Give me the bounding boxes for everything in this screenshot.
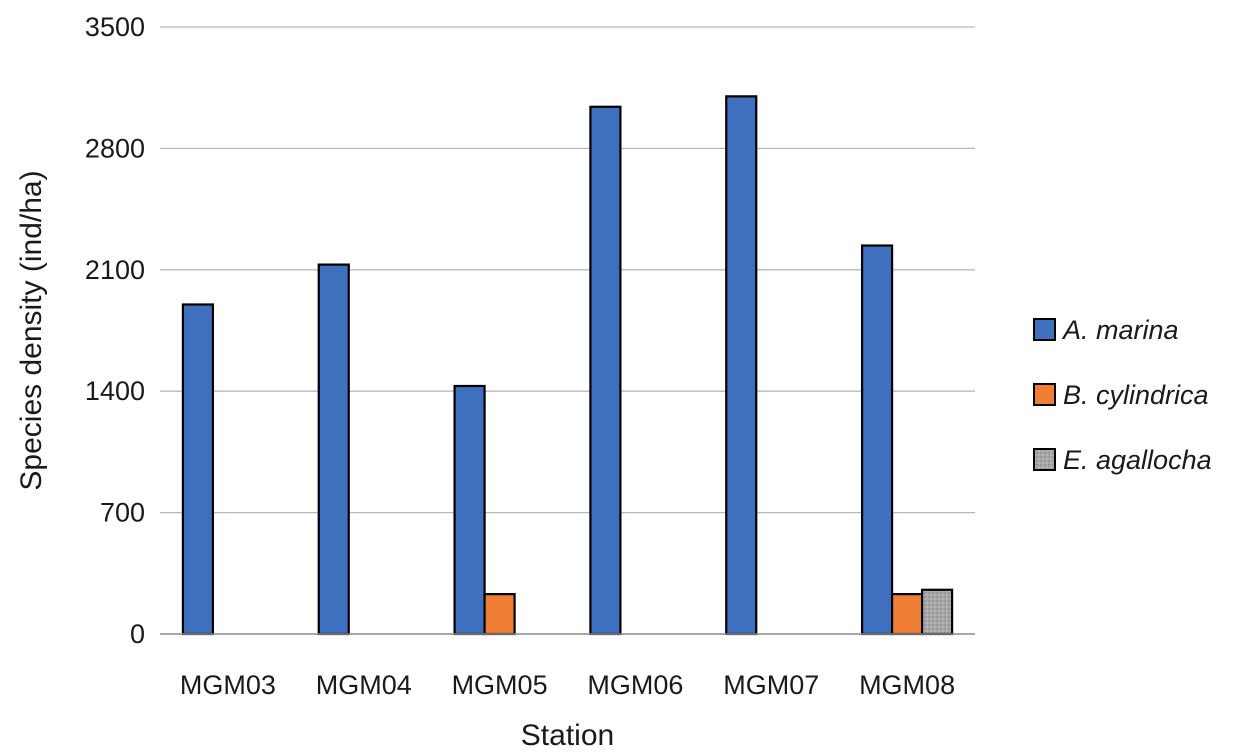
y-axis-ticks: 0 700 1400 2100 2800 3500 [85, 12, 145, 649]
y-tick-label: 700 [100, 498, 145, 528]
x-axis-title: Station [521, 719, 614, 749]
x-tick-label: MGM08 [859, 670, 955, 700]
y-tick-label: 0 [130, 619, 145, 649]
gridlines [160, 26, 975, 514]
x-axis-ticks: MGM03 MGM04 MGM05 MGM06 MGM07 MGM08 [180, 670, 955, 700]
legend-swatch-series-3 [1033, 448, 1056, 471]
legend-label-series-1: A. marina [1061, 315, 1179, 345]
bar-mgm07-series-1 [725, 95, 758, 636]
bar-mgm05-series-2 [483, 593, 516, 636]
bar-mgm03-series-1 [181, 303, 215, 636]
y-tick-label: 3500 [85, 12, 145, 42]
x-tick-label: MGM07 [723, 670, 819, 700]
bar-mgm08-series-1 [860, 244, 894, 636]
legend-swatch-series-2 [1033, 383, 1056, 406]
y-tick-label: 2100 [85, 255, 145, 285]
y-tick-label: 1400 [85, 376, 145, 406]
x-tick-label: MGM05 [452, 670, 548, 700]
bar-mgm05-series-1 [453, 384, 486, 636]
x-tick-label: MGM03 [180, 670, 276, 700]
bars [181, 95, 954, 636]
bar-mgm06-series-1 [589, 105, 622, 636]
x-tick-label: MGM04 [316, 670, 412, 700]
legend-label-series-3: E. agallocha [1063, 445, 1212, 475]
legend-swatch-series-1 [1033, 318, 1056, 341]
bar-mgm08-series-2 [890, 593, 924, 636]
bar-mgm04-series-1 [317, 263, 350, 636]
y-axis-title: Species density (ind/ha) [15, 170, 48, 490]
y-tick-label: 2800 [85, 133, 145, 163]
legend: A. marina B. cylindrica E. agallocha [1033, 315, 1212, 475]
bar-mgm08-series-3 [920, 588, 954, 636]
legend-label-series-2: B. cylindrica [1063, 380, 1209, 410]
x-tick-label: MGM06 [587, 670, 683, 700]
